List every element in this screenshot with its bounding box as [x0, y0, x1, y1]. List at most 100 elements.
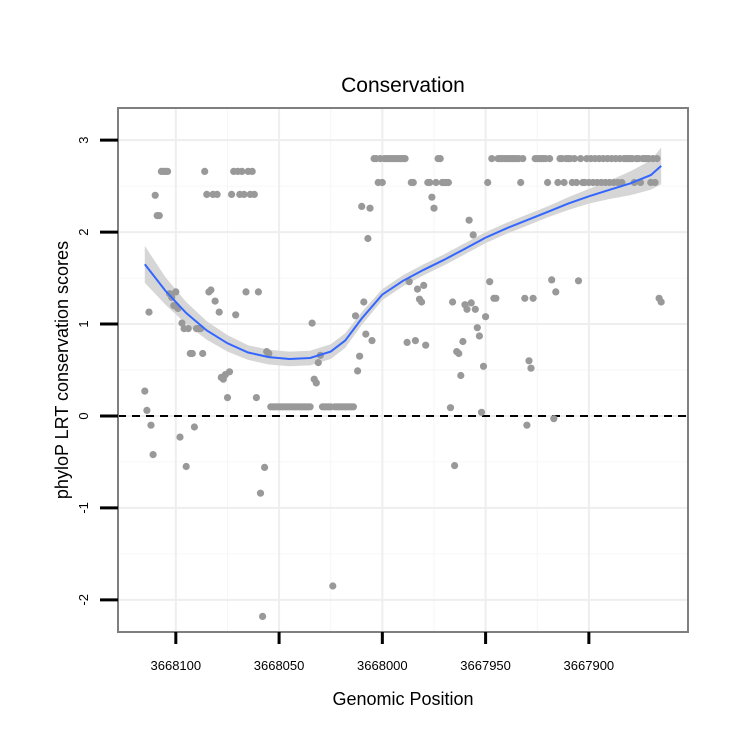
scatter-point: [517, 178, 525, 187]
scatter-point: [378, 178, 386, 187]
scatter-point: [351, 312, 360, 320]
scatter-point: [548, 276, 556, 284]
x-tick-label: 3667950: [460, 658, 511, 673]
scatter-point: [207, 286, 215, 294]
scatter-point: [261, 463, 269, 471]
scatter-point: [523, 421, 531, 429]
smooth-curve-line: [144, 165, 662, 361]
scatter-point: [653, 155, 661, 163]
scatter-point: [651, 178, 659, 187]
scatter-point: [232, 311, 240, 319]
scatter-point: [477, 408, 486, 416]
scatter-point: [570, 155, 579, 163]
scatter-point: [574, 277, 583, 285]
scatter-point: [213, 190, 221, 198]
scatter-point: [211, 297, 219, 305]
y-tick-label: 2: [76, 228, 91, 235]
scatter-point: [265, 349, 273, 358]
scatter-point: [308, 319, 316, 327]
scatter-point: [560, 178, 568, 187]
scatter-point: [409, 178, 417, 187]
scatter-point: [618, 178, 626, 187]
scatter-point: [463, 305, 471, 313]
y-tick-label: 3: [76, 137, 91, 144]
scatter-point: [455, 349, 463, 358]
scatter-point: [364, 234, 372, 243]
scatter-point: [473, 324, 481, 332]
x-tick-label: 3668000: [357, 658, 408, 673]
scatter-point: [521, 294, 529, 302]
scatter-point: [252, 394, 260, 402]
scatter-point: [143, 406, 151, 414]
scatter-point: [225, 368, 234, 376]
scatter-point: [203, 190, 211, 198]
chart-title: Conservation: [341, 74, 465, 97]
scatter-point: [550, 415, 558, 423]
scatter-point: [467, 299, 475, 307]
scatter-point: [172, 288, 180, 296]
scatter-point: [577, 155, 585, 163]
scatter-point: [475, 332, 483, 340]
panel-border: [117, 107, 689, 633]
plot-panel: [117, 107, 689, 633]
scatter-point: [354, 367, 362, 375]
scatter-point: [329, 582, 337, 590]
y-axis-title: phyloP LRT conservation scores: [52, 241, 72, 499]
scatter-point: [401, 155, 409, 163]
scatter-point: [465, 216, 473, 224]
scatter-point: [238, 167, 246, 175]
scatter-points: [141, 155, 665, 621]
scatter-point: [422, 341, 430, 349]
scatter-point: [312, 379, 320, 387]
scatter-point: [188, 349, 196, 358]
scatter-point: [242, 288, 250, 296]
scatter-point: [529, 294, 537, 302]
scatter-point: [182, 462, 190, 471]
scatter-point: [190, 423, 198, 431]
scatter-point: [457, 371, 465, 380]
scatter-point: [199, 349, 207, 358]
x-axis-title: Genomic Position: [332, 689, 473, 709]
scatter-point: [360, 298, 368, 306]
scatter-point: [358, 202, 366, 210]
y-tick-label: 0: [76, 412, 91, 419]
x-tick-label: 3668050: [254, 658, 305, 673]
smooth-curve: [144, 165, 662, 361]
scatter-point: [228, 190, 236, 198]
scatter-point: [486, 278, 494, 286]
scatter-point: [546, 155, 554, 163]
scatter-point: [155, 212, 163, 220]
scatter-point: [428, 193, 436, 201]
scatter-point: [432, 178, 440, 187]
scatter-point: [362, 330, 370, 338]
scatter-point: [527, 364, 535, 372]
scatter-point: [147, 421, 155, 429]
scatter-point: [149, 451, 157, 459]
scatter-point: [223, 394, 232, 402]
scatter-point: [164, 167, 172, 175]
scatter-point: [471, 305, 479, 313]
scatter-point: [657, 298, 665, 306]
scatter-point: [141, 387, 149, 395]
y-tick-label: -2: [76, 594, 91, 606]
scatter-point: [426, 178, 434, 187]
scatter-point: [145, 308, 153, 316]
scatter-point: [411, 337, 419, 345]
scatter-point: [201, 167, 209, 175]
x-axis: 3668100 3668050 3668000 3667950 3667900: [151, 632, 614, 673]
scatter-point: [484, 178, 492, 187]
scatter-point: [554, 178, 562, 187]
scatter-point: [449, 298, 457, 306]
scatter-point: [418, 298, 426, 306]
scatter-point: [446, 404, 455, 412]
x-tick-label: 3668100: [151, 658, 202, 673]
scatter-point: [544, 178, 552, 187]
scatter-point: [482, 313, 490, 321]
scatter-point: [349, 403, 357, 411]
scatter-point: [525, 357, 533, 365]
scatter-point: [184, 325, 192, 333]
scatter-point: [248, 167, 256, 175]
y-tick-label: 1: [76, 320, 91, 327]
scatter-point: [259, 612, 267, 621]
